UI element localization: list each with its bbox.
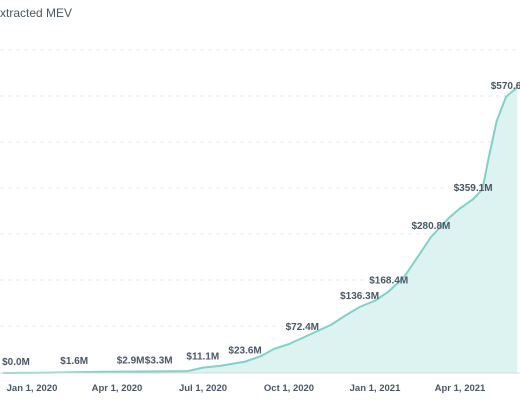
x-tick-label-5: Apr 1, 2021 <box>435 383 486 394</box>
data-label-10: $359.1M <box>454 183 493 194</box>
data-label-2: $2.9M <box>117 356 145 367</box>
x-tick-label-4: Jan 1, 2021 <box>350 383 401 394</box>
x-tick-label-2: Jul 1, 2020 <box>179 383 227 394</box>
data-label-1: $1.6M <box>60 356 88 367</box>
data-label-3: $3.3M <box>145 355 173 366</box>
data-label-9: $280.8M <box>411 221 450 232</box>
data-label-6: $72.4M <box>286 322 319 333</box>
data-label-7: $136.3M <box>340 291 379 302</box>
x-tick-label-0: Jan 1, 2020 <box>7 383 58 394</box>
data-label-11: $570.6 <box>491 81 520 92</box>
x-tick-label-3: Oct 1, 2020 <box>264 383 314 394</box>
area-fill <box>2 87 518 374</box>
data-label-4: $11.1M <box>186 352 219 363</box>
chart-title: xtracted MEV <box>0 6 73 20</box>
data-label-5: $23.6M <box>228 346 261 357</box>
data-label-0: $0.0M <box>2 357 30 368</box>
data-label-8: $168.4M <box>369 276 408 287</box>
series-line <box>2 86 518 374</box>
x-tick-label-1: Apr 1, 2020 <box>92 383 143 394</box>
